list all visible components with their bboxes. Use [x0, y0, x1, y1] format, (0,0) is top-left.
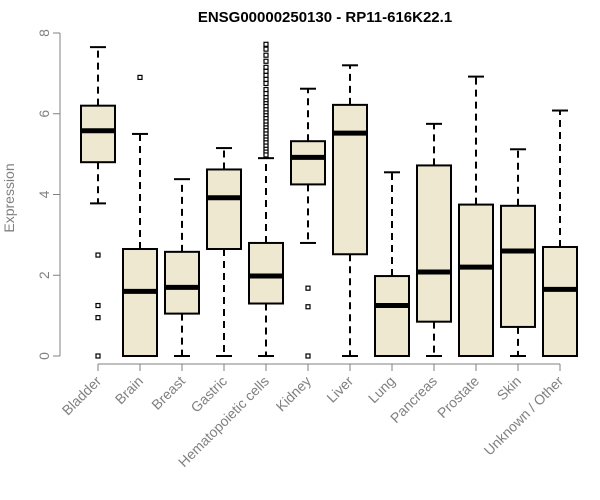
- x-tick-label: Prostate: [434, 373, 482, 421]
- box-skin: [500, 148, 536, 357]
- y-tick-label-4: 4: [36, 190, 52, 198]
- box-iqr: [374, 275, 410, 357]
- x-tick-label: Pancreas: [387, 373, 440, 426]
- outlier-point: [263, 80, 269, 87]
- box-iqr: [80, 104, 116, 164]
- outlier-point: [263, 152, 269, 158]
- x-tick-label: Liver: [323, 373, 356, 406]
- x-tick-label: Skin: [494, 373, 525, 404]
- y-tick-label-8: 8: [36, 29, 52, 37]
- box-iqr: [290, 140, 326, 186]
- box-iqr: [164, 250, 200, 315]
- box-iqr: [248, 241, 284, 305]
- box-prostate: [458, 75, 494, 357]
- box-liver: [332, 64, 368, 357]
- box-iqr: [332, 103, 368, 256]
- y-axis-label: Expression: [1, 163, 17, 232]
- y-tick-label-6: 6: [36, 110, 52, 118]
- box-iqr: [542, 245, 578, 357]
- box-gastric: [206, 147, 242, 357]
- outlier-point: [263, 90, 269, 97]
- box-pancreas: [416, 122, 452, 357]
- outlier-point: [263, 52, 269, 58]
- outlier-point: [263, 76, 269, 83]
- box-iqr: [416, 164, 452, 323]
- outlier-point: [263, 86, 269, 93]
- y-tick-label-2: 2: [36, 271, 52, 279]
- box-bladder: [80, 46, 116, 359]
- outlier-point: [263, 68, 269, 74]
- outlier-point: [263, 41, 269, 47]
- outlier-point: [95, 315, 101, 321]
- outlier-point: [95, 252, 101, 258]
- y-tick-label-0: 0: [36, 352, 52, 360]
- x-tick-label: Kidney: [273, 373, 315, 415]
- chart-title: ENSG00000250130 - RP11-616K22.1: [198, 9, 452, 26]
- box-brain: [122, 74, 158, 358]
- box-iqr: [122, 248, 158, 358]
- box-kidney: [290, 87, 326, 359]
- box-iqr: [458, 203, 494, 357]
- x-tick-label: Lung: [365, 373, 398, 406]
- x-tick-label: Bladder: [59, 373, 105, 419]
- outlier-point: [305, 353, 311, 359]
- outlier-point: [95, 302, 101, 309]
- box-breast: [164, 178, 200, 357]
- outlier-point: [137, 74, 143, 81]
- box-hematopoietic-cells: [248, 41, 284, 357]
- outlier-point: [263, 72, 269, 78]
- x-tick-label: Brain: [112, 373, 146, 407]
- x-tick-label: Unknown / Other: [481, 373, 567, 459]
- outlier-point: [305, 285, 311, 291]
- outlier-point: [263, 58, 269, 64]
- boxes-group: [80, 41, 578, 359]
- outlier-point: [305, 304, 311, 310]
- box-iqr: [500, 204, 536, 328]
- outlier-point: [95, 353, 101, 359]
- box-iqr: [206, 168, 242, 251]
- box-unknown-other: [542, 109, 578, 357]
- box-lung: [374, 171, 410, 357]
- outlier-point: [263, 64, 269, 70]
- outlier-point: [263, 46, 269, 52]
- y-axis: 0 2 4 6 8: [36, 29, 61, 360]
- x-tick-label: Breast: [148, 373, 188, 413]
